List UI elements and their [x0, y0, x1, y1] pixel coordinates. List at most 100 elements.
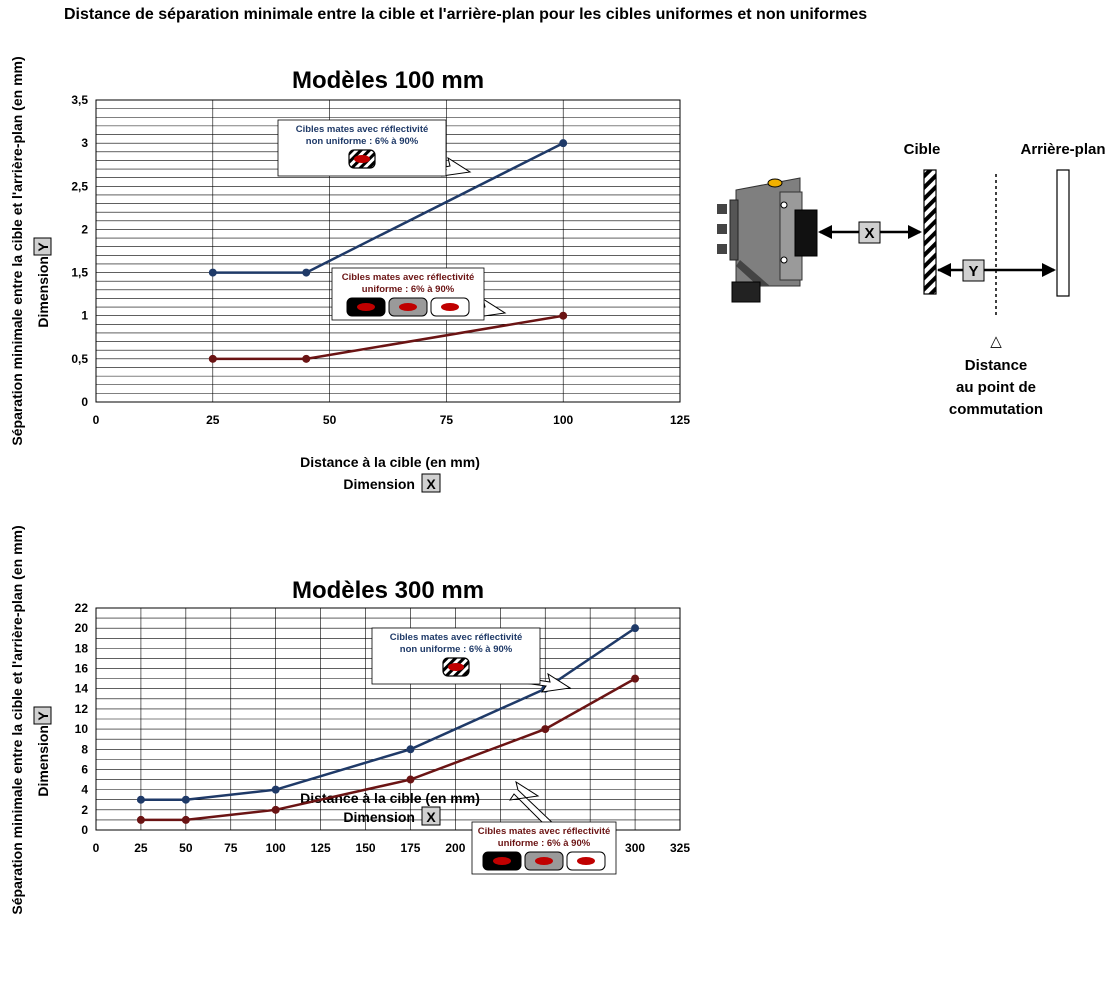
sensor-diagram: X Cible Arrière-plan Y △ Distance au point de c… — [717, 141, 1106, 418]
y-axis-label: Séparation minimale entre la cible et l'… — [9, 56, 25, 445]
x-axis-label-dimension: Dimension — [343, 809, 415, 825]
x-tick-label: 150 — [356, 841, 376, 855]
red-spot-icon — [535, 857, 553, 865]
chart-1: 0 25 50 75 100 125 0 0,5 1 1,5 2 2,5 3 3,5 Modèles 100… — [9, 56, 690, 493]
y-tick-label: 12 — [75, 702, 89, 716]
y-tick-label: 20 — [75, 621, 89, 635]
y-tick-label: 4 — [81, 783, 88, 797]
data-point-non_uniform — [302, 268, 311, 277]
main-title: Distance de séparation minimale entre la… — [64, 6, 868, 23]
y-tick-label: 2,5 — [71, 179, 88, 193]
diagram-x-badge: X — [864, 225, 874, 242]
switch-point-label-line: Distance — [965, 357, 1028, 374]
target-striped-plate — [923, 169, 937, 295]
callout-line-1: Cibles mates avec réflectivité — [390, 632, 523, 643]
x-badge-box — [421, 806, 441, 826]
x-axis-label-dimension: Dimension — [343, 476, 415, 492]
y-tick-label: 2 — [81, 803, 88, 817]
data-point-non_uniform — [271, 785, 280, 794]
y-badge: Y — [35, 711, 51, 721]
y-tick-label: 2 — [81, 222, 88, 236]
x-tick-label: 200 — [445, 841, 465, 855]
y-badge-box — [33, 237, 52, 256]
sensor-screw — [780, 256, 788, 264]
y-tick-label: 3,5 — [71, 93, 88, 107]
diagram-y-badge: Y — [968, 263, 978, 280]
chart-2: 0255075100125150175200225250275300325024… — [9, 525, 690, 914]
x-tick-label: 125 — [311, 841, 331, 855]
y-badge-box — [962, 259, 985, 282]
red-spot-icon — [448, 663, 464, 671]
background-label: Arrière-plan — [1020, 141, 1105, 158]
x-axis-label: Distance à la cible (en mm) — [300, 454, 480, 470]
x-tick-label: 50 — [179, 841, 193, 855]
switch-point-label-line: commutation — [949, 401, 1043, 418]
x-tick-label: 300 — [625, 841, 645, 855]
red-spot-icon — [399, 303, 417, 311]
sensor-button — [717, 244, 727, 254]
data-point-non_uniform — [631, 624, 640, 633]
y-tick-label: 18 — [75, 641, 89, 655]
data-point-uniform — [271, 805, 280, 814]
y-tick-label: 6 — [81, 762, 88, 776]
y-tick-label: 0 — [81, 395, 88, 409]
y-badge-box — [33, 706, 52, 725]
switch-point-label-line: au point de — [956, 379, 1036, 396]
sensor-side — [729, 199, 739, 261]
data-point-non_uniform — [559, 139, 568, 148]
y-arrow-left — [937, 263, 951, 277]
y-tick-label: 3 — [81, 136, 88, 150]
x-badge-box — [421, 473, 441, 493]
sensor-lens — [794, 209, 818, 257]
y-tick-label: 8 — [81, 742, 88, 756]
x-tick-label: 25 — [206, 413, 220, 427]
data-point-uniform — [208, 354, 217, 363]
data-point-uniform — [631, 674, 640, 683]
x-tick-label: 100 — [553, 413, 573, 427]
y-axis-label-dimension: Dimension — [35, 725, 51, 797]
y-tick-label: 0 — [81, 823, 88, 837]
y-arrow-right — [1042, 263, 1056, 277]
data-point-uniform — [406, 775, 415, 784]
data-point-non_uniform — [208, 268, 217, 277]
x-tick-label: 0 — [93, 841, 100, 855]
y-axis-label: Séparation minimale entre la cible et l'… — [9, 525, 25, 914]
x-tick-label: 50 — [323, 413, 337, 427]
x-tick-label: 0 — [93, 413, 100, 427]
target-label: Cible — [904, 141, 941, 158]
data-point-non_uniform — [136, 795, 145, 804]
sensor-screw — [780, 201, 788, 209]
y-badge: Y — [35, 242, 51, 252]
red-spot-icon — [493, 857, 511, 865]
series-line-uniform — [140, 677, 636, 822]
data-point-non_uniform — [181, 795, 190, 804]
background-plate — [1056, 169, 1070, 297]
x-tick-label: 75 — [224, 841, 238, 855]
sensor-button — [717, 224, 727, 234]
sensor-connector — [731, 281, 761, 303]
y-axis-label-dimension: Dimension — [35, 256, 51, 328]
callout-line-1: Cibles mates avec réflectivité — [478, 826, 611, 837]
y-tick-label: 10 — [75, 722, 89, 736]
data-point-uniform — [541, 725, 550, 734]
x-tick-label: 325 — [670, 841, 690, 855]
x-badge-box — [858, 221, 881, 244]
switch-point-triangle-icon: △ — [990, 333, 1002, 350]
callout-line-1: Cibles mates avec réflectivité — [296, 124, 429, 135]
y-tick-label: 1,5 — [71, 266, 88, 280]
x-badge: X — [426, 809, 436, 825]
sensor-button — [717, 204, 727, 214]
red-spot-icon — [357, 303, 375, 311]
callout-line-2: non uniforme : 6% à 90% — [306, 136, 419, 147]
callout-line-2: non uniforme : 6% à 90% — [400, 644, 513, 655]
callout-line-2: uniforme : 6% à 90% — [498, 838, 591, 849]
y-tick-label: 1 — [81, 309, 88, 323]
chart-title: Modèles 300 mm — [292, 577, 484, 604]
series-line-non_uniform — [140, 627, 636, 801]
x-arrow-right — [908, 225, 922, 239]
data-point-uniform — [136, 815, 145, 824]
